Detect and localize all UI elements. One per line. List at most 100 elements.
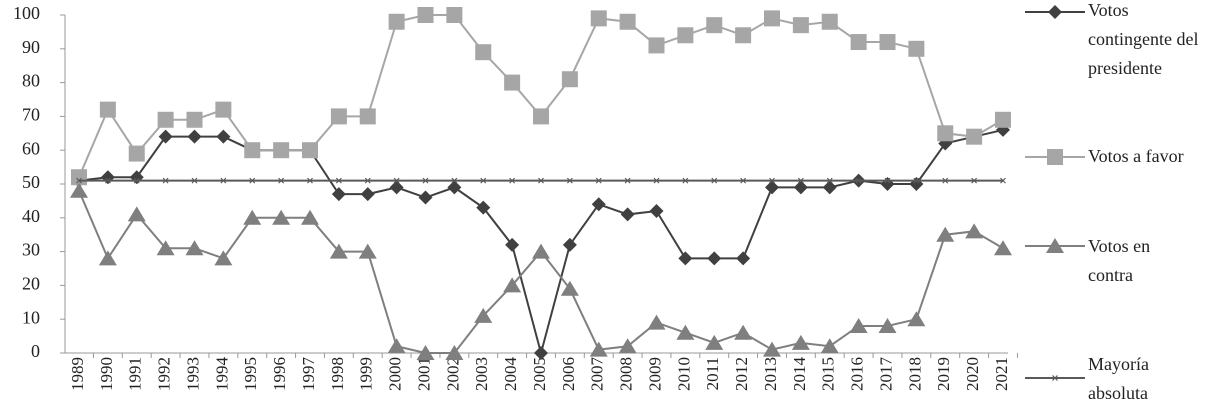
marker-star xyxy=(422,177,429,184)
marker-triangle xyxy=(705,334,724,350)
legend-marker xyxy=(1048,5,1062,19)
y-tick-label: 10 xyxy=(22,307,40,327)
y-tick-label: 40 xyxy=(22,206,40,226)
marker-diamond xyxy=(216,129,231,144)
marker-square xyxy=(995,111,1011,128)
marker-triangle xyxy=(474,307,493,323)
marker-square xyxy=(792,17,809,34)
marker-star xyxy=(538,177,544,184)
x-tick-label: 2012 xyxy=(732,357,751,391)
y-tick-label: 80 xyxy=(22,71,40,91)
marker-triangle xyxy=(647,314,666,330)
marker-star xyxy=(740,177,747,184)
legend-label: Mayoría absoluta xyxy=(1088,354,1149,403)
marker-square xyxy=(648,37,665,54)
marker-diamond xyxy=(736,251,751,266)
marker-star xyxy=(711,177,718,184)
x-tick-label: 1996 xyxy=(270,357,289,391)
marker-diamond xyxy=(765,180,779,195)
marker-star xyxy=(971,177,978,184)
x-tick-label: 2020 xyxy=(963,357,982,391)
legend-label: Votos a favor xyxy=(1088,146,1184,166)
x-tick-label: 2005 xyxy=(530,357,549,391)
marker-square xyxy=(359,108,376,125)
marker-square xyxy=(590,10,607,27)
x-tick-label: 2004 xyxy=(501,357,520,392)
marker-star xyxy=(624,177,631,184)
marker-star xyxy=(76,177,82,184)
marker-square xyxy=(330,108,347,125)
marker-diamond xyxy=(389,180,404,195)
y-tick-label: 90 xyxy=(22,37,40,57)
marker-square xyxy=(937,125,954,142)
x-tick-label: 2013 xyxy=(761,357,780,391)
marker-diamond xyxy=(562,237,577,252)
marker-triangle xyxy=(98,250,117,266)
y-tick-label: 30 xyxy=(22,240,40,260)
marker-diamond xyxy=(678,251,693,266)
marker-square xyxy=(504,74,521,91)
marker-diamond xyxy=(822,180,837,195)
marker-diamond xyxy=(591,197,606,212)
marker-square xyxy=(677,27,694,44)
x-tick-label: 2000 xyxy=(386,357,405,391)
legend-marker xyxy=(1046,238,1064,253)
marker-square xyxy=(764,10,780,27)
marker-triangle xyxy=(445,345,464,360)
marker-triangle xyxy=(503,277,522,293)
marker-triangle xyxy=(676,324,695,340)
marker-star xyxy=(307,177,313,184)
x-tick-label: 2021 xyxy=(992,357,1011,391)
y-tick-label: 20 xyxy=(22,274,40,294)
marker-diamond xyxy=(447,180,462,195)
marker-triangle xyxy=(272,209,291,225)
marker-diamond xyxy=(909,177,924,191)
y-tick-label: 50 xyxy=(22,172,40,192)
marker-star xyxy=(191,177,198,184)
marker-star xyxy=(162,177,169,184)
x-tick-label: 1998 xyxy=(328,357,347,391)
marker-triangle xyxy=(243,209,262,225)
marker-square xyxy=(475,44,492,61)
marker-diamond xyxy=(100,170,115,185)
x-tick-label: 2009 xyxy=(645,357,664,391)
marker-star xyxy=(942,177,949,184)
marker-square xyxy=(302,142,318,159)
marker-star xyxy=(595,177,602,184)
marker-square xyxy=(561,71,578,88)
x-tick-label: 2008 xyxy=(617,357,636,391)
x-tick-label: 2015 xyxy=(819,357,838,391)
marker-square xyxy=(417,7,434,23)
marker-triangle xyxy=(156,240,175,256)
y-tick-label: 100 xyxy=(13,3,40,23)
marker-triangle xyxy=(907,311,926,327)
marker-triangle xyxy=(994,240,1012,256)
marker-star xyxy=(509,177,516,184)
x-tick-label: 1995 xyxy=(241,357,260,391)
marker-diamond xyxy=(793,180,808,195)
legend-label: Votos en contra xyxy=(1088,236,1151,285)
x-tick-label: 2001 xyxy=(414,357,433,391)
marker-star xyxy=(653,177,660,184)
marker-star xyxy=(364,177,371,184)
x-tick-label: 2007 xyxy=(588,357,607,392)
marker-star xyxy=(451,177,458,184)
marker-square xyxy=(533,108,549,125)
x-tick-label: 2002 xyxy=(443,357,462,391)
marker-square xyxy=(273,142,290,159)
marker-square xyxy=(879,34,896,51)
legend-marker xyxy=(1047,149,1063,165)
marker-diamond xyxy=(158,129,173,144)
marker-diamond xyxy=(649,204,664,219)
marker-star xyxy=(682,177,689,184)
legend-marker xyxy=(1052,375,1058,381)
marker-star xyxy=(104,177,111,184)
marker-square xyxy=(821,13,838,30)
marker-square xyxy=(157,111,174,128)
marker-square xyxy=(908,40,925,57)
marker-triangle xyxy=(127,206,146,222)
marker-square xyxy=(619,13,636,30)
marker-triangle xyxy=(849,317,868,333)
marker-square xyxy=(966,128,983,145)
